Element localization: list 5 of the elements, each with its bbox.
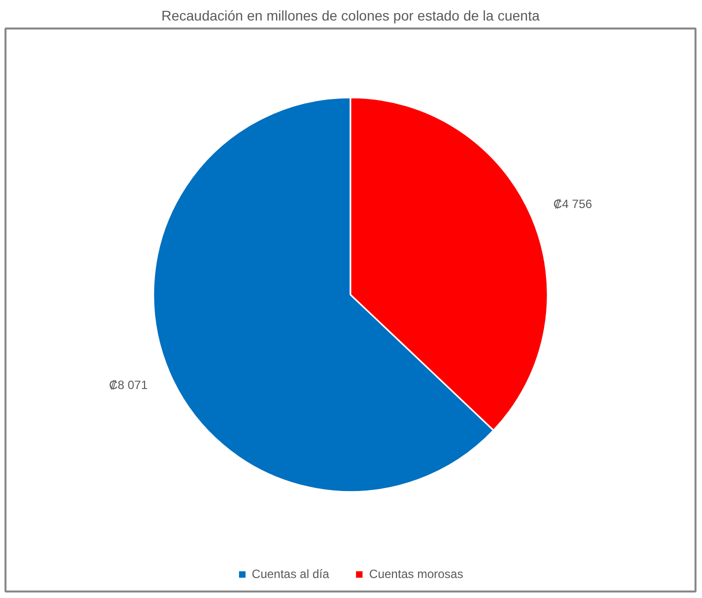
legend-label: Cuentas morosas	[369, 567, 464, 581]
data-label: ₡4 756	[553, 197, 592, 212]
chart-title: Recaudación en millones de colones por estado de la cuenta	[161, 8, 540, 24]
data-label: ₡8 071	[108, 378, 148, 392]
legend-label: Cuentas al día	[252, 567, 330, 581]
